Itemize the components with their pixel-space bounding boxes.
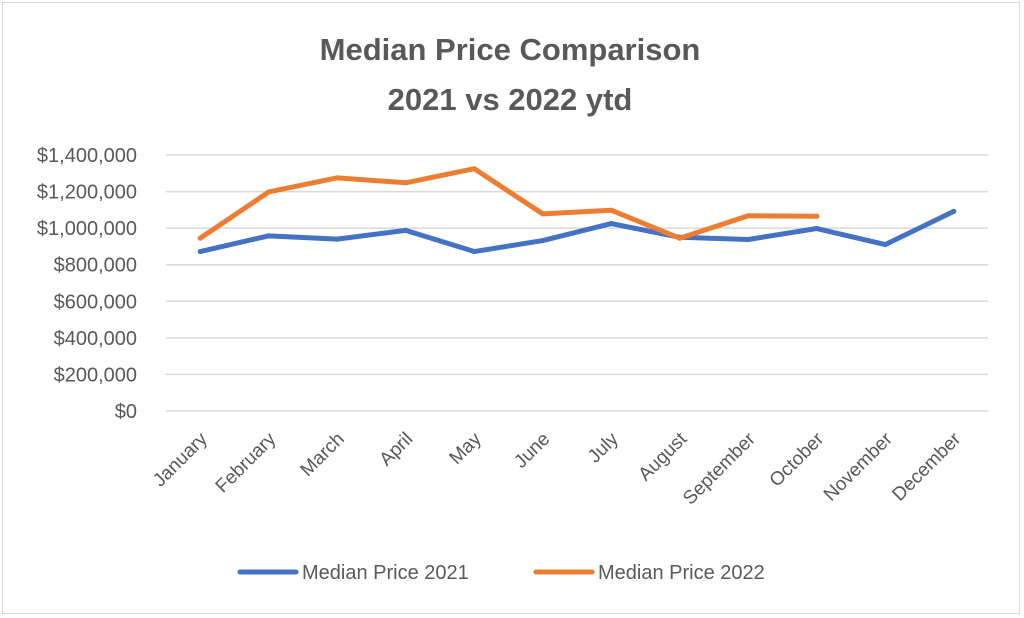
y-tick-label: $1,400,000 bbox=[37, 145, 137, 167]
data-point bbox=[608, 221, 614, 227]
x-tick-label: June bbox=[510, 429, 554, 473]
x-tick-label: July bbox=[584, 428, 623, 467]
data-point bbox=[540, 238, 546, 244]
data-point bbox=[403, 227, 409, 233]
data-point bbox=[814, 226, 820, 232]
data-point bbox=[745, 236, 751, 242]
series-line-2022 bbox=[197, 166, 820, 241]
y-tick-label: $0 bbox=[115, 401, 137, 423]
data-point bbox=[334, 175, 340, 181]
data-point bbox=[197, 235, 203, 241]
data-point bbox=[745, 213, 751, 219]
x-tick-label: April bbox=[376, 429, 418, 471]
data-point bbox=[471, 166, 477, 172]
x-tick-label: May bbox=[446, 428, 487, 469]
data-point bbox=[951, 208, 957, 214]
x-tick-label: November bbox=[820, 428, 897, 505]
legend-label: Median Price 2022 bbox=[598, 562, 765, 584]
x-tick-label: December bbox=[888, 428, 965, 505]
data-point bbox=[814, 213, 820, 219]
legend: Median Price 2021 Median Price 2022 bbox=[237, 562, 765, 584]
x-tick-label: October bbox=[766, 428, 829, 491]
data-point bbox=[471, 249, 477, 255]
series-lines bbox=[197, 166, 957, 255]
y-axis-ticks: $0 $200,000 $400,000 $600,000 $800,000 $1,000… bbox=[37, 145, 137, 423]
y-tick-label: $600,000 bbox=[54, 291, 137, 313]
x-axis-ticks: January February March April May June July Augu… bbox=[149, 428, 966, 509]
data-point bbox=[334, 236, 340, 242]
x-tick-label: January bbox=[149, 428, 212, 491]
x-tick-label: August bbox=[635, 428, 692, 485]
data-point bbox=[266, 189, 272, 195]
data-point bbox=[197, 249, 203, 255]
data-point bbox=[882, 242, 888, 248]
y-tick-label: $800,000 bbox=[54, 255, 137, 277]
data-point bbox=[403, 180, 409, 186]
y-tick-label: $400,000 bbox=[54, 328, 137, 350]
chart-subtitle: 2021 vs 2022 ytd bbox=[388, 82, 633, 117]
data-point bbox=[608, 207, 614, 213]
data-point bbox=[540, 211, 546, 217]
data-point bbox=[266, 233, 272, 239]
legend-label: Median Price 2021 bbox=[302, 562, 469, 584]
x-tick-label: February bbox=[212, 428, 281, 497]
x-tick-label: September bbox=[679, 428, 760, 509]
chart-title: Median Price Comparison bbox=[320, 32, 701, 67]
series-line-2021 bbox=[197, 208, 957, 255]
gridlines bbox=[166, 154, 988, 412]
y-tick-label: $200,000 bbox=[54, 364, 137, 386]
x-tick-label: March bbox=[297, 429, 349, 481]
data-point bbox=[677, 235, 683, 241]
y-tick-label: $1,000,000 bbox=[37, 218, 137, 240]
y-tick-label: $1,200,000 bbox=[37, 182, 137, 204]
